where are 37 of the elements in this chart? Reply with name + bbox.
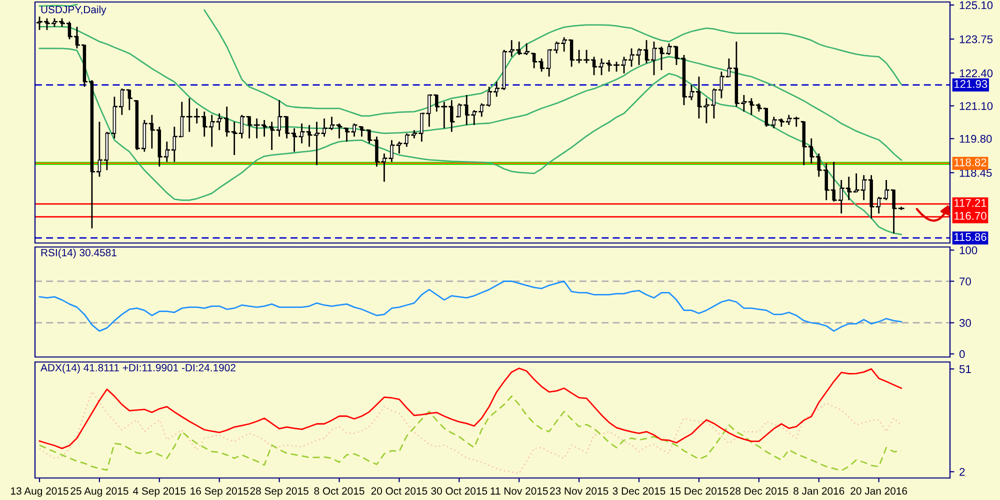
- x-tick-label: 8 Oct 2015: [314, 487, 364, 495]
- x-tick-label: 30 Oct 2015: [431, 487, 488, 495]
- ref-line-label: 121.93: [954, 80, 988, 88]
- ref-line-label: 118.82: [954, 158, 986, 166]
- x-tick-label: 28 Dec 2015: [730, 487, 788, 495]
- ref-line-label: 115.86: [954, 233, 986, 241]
- line-series: [38, 280, 902, 332]
- x-tick-label: 20 Jan 2016: [850, 487, 908, 495]
- chart-title: RSI(14) 30.4581: [41, 248, 116, 258]
- x-tick-label: 3 Dec 2015: [612, 487, 666, 495]
- y-tick-label: 51: [959, 365, 971, 374]
- x-tick-label: 23 Nov 2015: [550, 487, 608, 495]
- y-tick-label: 2: [960, 468, 965, 476]
- y-tick-label: 118.45: [960, 168, 992, 177]
- ref-line-label: 116.70: [954, 212, 986, 220]
- x-tick-label: 8 Jan 2016: [794, 487, 844, 495]
- y-tick-label: 70: [960, 278, 971, 286]
- y-tick-label: 123.75: [960, 35, 993, 44]
- x-tick-label: 13 Aug 2015: [11, 487, 68, 497]
- y-tick-label: 119.80: [960, 134, 992, 143]
- x-tick-label: 20 Oct 2015: [371, 487, 428, 495]
- y-tick-label: 121.10: [960, 102, 993, 110]
- x-tick-label: 15 Dec 2015: [670, 487, 728, 495]
- chart-title: ADX(14) 41.8111 +DI:11.9901 -DI:24.1902: [40, 364, 236, 374]
- ref-line-label: 117.21: [954, 199, 986, 207]
- y-tick-label: 100: [960, 246, 978, 254]
- x-tick-label: 4 Sep 2015: [132, 487, 186, 497]
- x-tick-label: 11 Nov 2015: [490, 487, 548, 495]
- y-tick-label: 125.10: [960, 1, 993, 10]
- y-tick-label: 0: [959, 350, 965, 358]
- x-tick-label: 28 Sep 2015: [250, 487, 308, 497]
- line-series: [38, 48, 902, 236]
- y-tick-label: 122.40: [960, 69, 993, 78]
- x-tick-label: 16 Sep 2015: [190, 487, 248, 497]
- y-tick-label: 30: [959, 319, 971, 327]
- x-tick-label: 25 Aug 2015: [70, 487, 128, 497]
- chart-title: USDJPY,Daily: [41, 6, 106, 16]
